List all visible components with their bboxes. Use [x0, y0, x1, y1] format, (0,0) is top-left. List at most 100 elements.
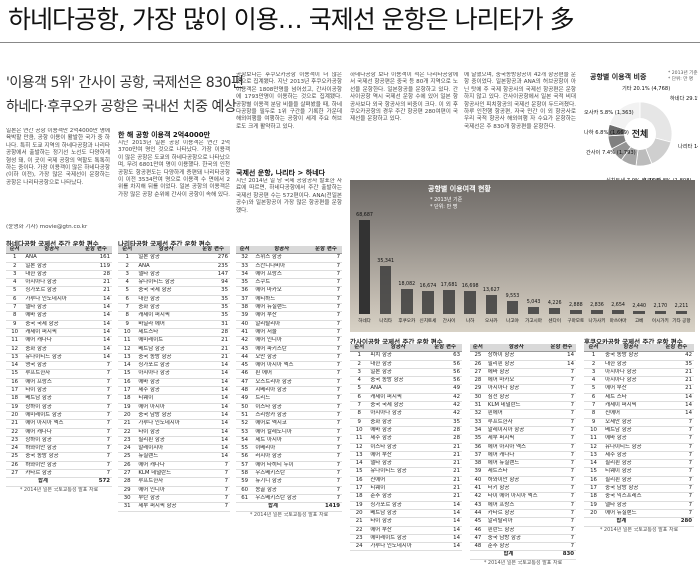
table-cell: 필리핀 항공 — [603, 459, 659, 469]
table-row: 20 베트남 항공 14 — [350, 509, 462, 519]
table-row: 6 가루다 인도네시아 14 — [6, 295, 112, 305]
table-cell: 17 — [350, 484, 369, 494]
table-cell: 제트 스타 — [603, 393, 659, 403]
table-row: 48 춘추 항공 7 — [470, 542, 576, 552]
table-cell: 40 — [236, 320, 254, 329]
bar-category-label: 나하 — [465, 319, 475, 324]
table-row: 8 아시아나 항공 42 — [350, 409, 462, 419]
table-row: 18 티웨이 14 — [118, 394, 230, 404]
table-cell: 에어 뉴질랜드 — [253, 303, 310, 313]
table-cell: 싱가포르 항공 — [368, 501, 429, 510]
table-cell: 에어 뉴질랜드 — [603, 509, 659, 519]
table-row: 6 캐세이 퍼시픽 42 — [350, 393, 462, 403]
table-cell: 45 — [236, 361, 254, 371]
table-cell: 하와이안 항공 — [23, 444, 80, 454]
table-cell: 8 — [118, 311, 137, 321]
table-cell: 37 — [470, 451, 486, 461]
table-row: 14 싱가포르 항공 14 — [118, 361, 230, 371]
total-value: 1419 — [309, 502, 342, 512]
table-row: 26 하와이안 항공 7 — [6, 461, 112, 471]
table-cell: 아시아나 항공 — [23, 278, 80, 288]
table-cell: 에어 프랑스 — [253, 270, 310, 280]
table-cell: 30 — [470, 393, 486, 403]
table-cell: 10 — [584, 426, 604, 436]
bar-value-label: 5,043 — [526, 300, 541, 306]
table-cell: 14 — [428, 509, 462, 519]
table-row: 22 에어 부산 14 — [350, 526, 462, 535]
table-cell: 7 — [309, 436, 342, 446]
table-cell: 14 — [79, 320, 112, 329]
table-row: 17 제주 항공 14 — [118, 386, 230, 396]
table-cell: 1 — [6, 253, 24, 263]
table-cell: 말레이시아 항공 — [485, 426, 547, 436]
table-cell: 7 — [309, 328, 342, 338]
table-cell: 2 — [6, 262, 24, 271]
table-cell: 16 — [350, 476, 369, 486]
bar-value-label: 4,226 — [547, 301, 562, 307]
table-cell: 5 — [6, 286, 24, 296]
table-row: 54 제트 아시아 7 — [236, 436, 342, 446]
table-cell: 에어 아시아 — [136, 403, 197, 412]
pie-note: * 2013년 기준 * 단위: 만 명 — [668, 71, 698, 82]
table-row: 6 대한 항공 35 — [118, 295, 230, 305]
table-cell: 스위스 항공 — [253, 253, 310, 263]
table-header-row: 순서 항공사 운항 편수 — [118, 246, 230, 255]
table-cell: 7 — [309, 270, 342, 280]
haneda-table-title: 하네다공항 국제선 주간 운항 편수 — [6, 240, 99, 248]
table-cell: 에어 부산 — [368, 526, 429, 535]
table-cell: 루프트한자 — [485, 418, 547, 427]
table-cell: 3 — [6, 270, 24, 280]
table-row: 20 중국 남방 항공 14 — [118, 411, 230, 421]
table-cell: 에미레이트 항공 — [368, 534, 429, 544]
table-cell: 56 — [236, 452, 254, 462]
table-cell: 일본 항공 — [136, 253, 197, 263]
table-cell: 42 — [428, 393, 462, 403]
table-cell: 235 — [196, 262, 230, 271]
bar-value-label: 2,170 — [653, 304, 668, 310]
table-cell: 29 — [118, 486, 137, 495]
bar — [570, 310, 582, 314]
pie-slice-label: 하네다 29.1% (6,801) — [670, 94, 698, 102]
table-cell: 스칸디나비아 — [253, 262, 310, 271]
table-cell: 27 — [6, 469, 24, 479]
table-row: 4 아시아나 항공 21 — [6, 278, 112, 288]
table-header-row: 순서 항공사 운항 편수 — [584, 344, 694, 353]
table-cell: 델타 항공 — [368, 459, 429, 469]
table-header-cell: 순서 — [236, 246, 254, 255]
table-cell: 13 — [6, 353, 24, 363]
table-row: 26 에어 캐나다 7 — [118, 461, 230, 471]
table-cell: 18 — [584, 492, 604, 502]
table-cell: 21 — [428, 443, 462, 452]
table-cell: 14 — [196, 403, 230, 412]
table-cell: 7 — [196, 477, 230, 487]
table-cell: 티웨이 — [368, 484, 429, 494]
section1-text: 지난 2013년 일본 공항 이용객은 연간 2억3700만여 명인 것으로 나… — [118, 140, 230, 198]
table-cell: 21 — [428, 451, 462, 461]
table-cell: 스쿠트 — [253, 278, 310, 288]
table-cell: 에티하드 — [253, 295, 310, 305]
table-cell: 14 — [658, 401, 694, 411]
table-row: 16 필리핀 항공 7 — [584, 476, 694, 486]
table-row: 41 터키 항공 7 — [470, 484, 576, 494]
table-cell: 7 — [309, 345, 342, 354]
intro-text: 일본은 연간 공항 이용객만 2억4000만 명에 육박할 만큼, 공항 이용이… — [6, 128, 110, 186]
table-cell: 핀에어 — [485, 409, 547, 419]
table-row: 8 진에어 14 — [584, 409, 694, 419]
table-cell: 7 — [658, 484, 694, 494]
table-cell: 아시아나 항공 — [368, 409, 429, 419]
table-row: 37 에티하드 7 — [236, 295, 342, 305]
table-cell: 7 — [309, 486, 342, 495]
table-cell: 46 — [236, 369, 254, 379]
table-cell: 23 — [118, 436, 137, 446]
bar — [612, 310, 624, 314]
table-cell: 14 — [546, 351, 576, 361]
table-cell: 61 — [236, 494, 254, 504]
table-cell: 카타르 항공 — [23, 469, 80, 479]
table-cell: 21 — [428, 484, 462, 494]
table-row: 20 에미레이트 항공 7 — [6, 411, 112, 421]
bar-value-label: 2,440 — [632, 303, 647, 309]
table-cell: 14 — [658, 393, 694, 403]
table-cell: 중국 동방 항공 — [136, 353, 197, 363]
table-cell: 35 — [196, 303, 230, 313]
table-row: 50 이스타 항공 7 — [236, 403, 342, 412]
